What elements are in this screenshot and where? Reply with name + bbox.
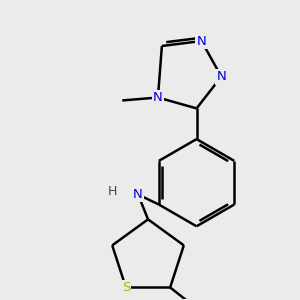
Text: N: N xyxy=(133,188,143,201)
Text: N: N xyxy=(217,70,226,83)
Text: H: H xyxy=(108,185,117,198)
Text: S: S xyxy=(122,281,130,294)
Text: N: N xyxy=(153,91,163,104)
Text: N: N xyxy=(196,34,206,47)
